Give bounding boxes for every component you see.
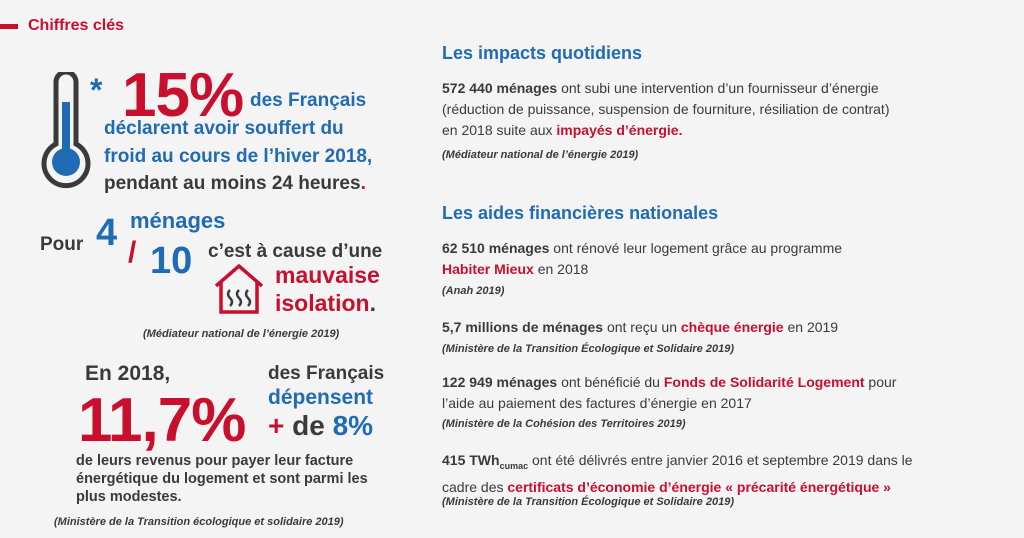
stat3-body: de leurs revenus pour payer leur facture… [76, 453, 368, 505]
impacts-source: (Médiateur national de l’énergie 2019) [442, 149, 639, 161]
stat3-year: En 2018, [85, 362, 171, 385]
stat1-line-b: déclarent avoir souffert du [104, 118, 344, 139]
stat2-pour: Pour [40, 234, 84, 255]
stat2-cause: c’est à cause d’une [208, 241, 383, 262]
asterisk-mark: * [90, 72, 103, 108]
stat2-isolation: isolation. [275, 290, 376, 316]
aides-item-4-source: (Ministère de la Transition Écologique e… [442, 496, 734, 508]
stat-15-percent: 15% [122, 61, 244, 130]
section-title: Chiffres clés [28, 17, 125, 34]
aides-item-2-source: (Ministère de la Transition Écologique e… [442, 343, 734, 355]
thermometer-icon [41, 72, 91, 189]
stat3-source: (Ministère de la Transition écologique e… [54, 516, 344, 528]
stat1-line-c: froid au cours de l’hiver 2018, [104, 146, 373, 167]
impacts-paragraph: 572 440 ménages ont subi une interventio… [442, 80, 890, 138]
aides-item-3-source: (Ministère de la Cohésion des Territoire… [442, 418, 686, 430]
aides-item-3: 122 949 ménages ont bénéficié du Fonds d… [442, 374, 897, 411]
house-heat-icon [214, 264, 264, 314]
stat2-slash: / [128, 236, 137, 269]
accent-bar [0, 24, 18, 29]
stat2-numerator: 4 [96, 212, 118, 254]
stat2-numerator-label: ménages [130, 208, 226, 233]
aides-item-2: 5,7 millions de ménages ont reçu un chèq… [442, 319, 839, 335]
stat3-line-a: des Français [268, 363, 385, 384]
stat2-denominator: 10 [150, 240, 193, 282]
aides-title: Les aides financières nationales [442, 203, 719, 223]
aides-item-1-source: (Anah 2019) [442, 285, 505, 297]
stat-11-7-percent: 11,7% [78, 386, 246, 455]
stat2-mauvaise: mauvaise [275, 262, 380, 288]
stat1-line-d: pendant au moins 24 heures. [104, 173, 366, 194]
stat3-plus-de: + de 8% [268, 410, 374, 441]
impacts-title: Les impacts quotidiens [442, 43, 643, 63]
stat1-line-a: des Français [250, 90, 367, 111]
aides-item-4: 415 TWhcumac ont été délivrés entre janv… [442, 452, 913, 495]
aides-item-1: 62 510 ménages ont rénové leur logement … [442, 240, 843, 277]
stat3-line-b: dépensent [268, 386, 374, 409]
stat2-source: (Médiateur national de l’énergie 2019) [143, 328, 340, 340]
